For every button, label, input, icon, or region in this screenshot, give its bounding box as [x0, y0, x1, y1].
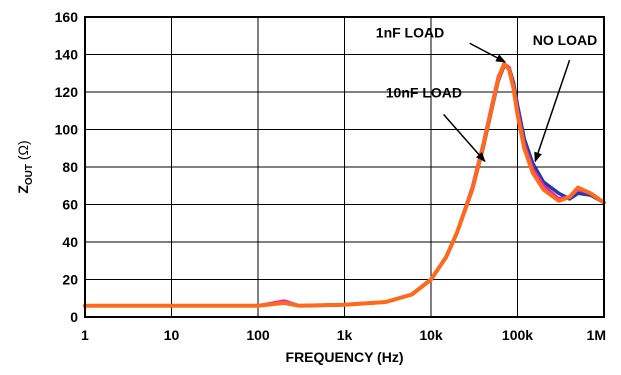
y-tick-label: 120 — [55, 84, 79, 100]
y-tick-label: 100 — [55, 122, 79, 138]
y-tick-label: 140 — [55, 47, 79, 63]
y-axis-label: ZOUT (Ω) — [15, 140, 35, 193]
y-axis-label-main: Z — [15, 185, 31, 194]
annotation-arrow — [534, 59, 571, 163]
x-axis-label: FREQUENCY (Hz) — [286, 349, 404, 365]
y-tick-label: 160 — [55, 9, 79, 25]
y-tick-label: 80 — [62, 159, 78, 175]
x-tick-label: 100 — [246, 327, 270, 343]
annotation-label: 10nF LOAD — [386, 85, 462, 101]
x-tick-label: 100k — [502, 327, 533, 343]
x-tick-label: 10 — [164, 327, 180, 343]
x-tick-label: 1 — [81, 327, 89, 343]
x-tick-label: 1k — [337, 327, 353, 343]
x-tick-label: 1M — [587, 327, 606, 343]
annotation-arrow — [443, 114, 486, 163]
y-tick-label: 0 — [70, 309, 78, 325]
y-tick-label: 40 — [62, 234, 78, 250]
y-tick-label: 20 — [62, 272, 78, 288]
annotation-label: NO LOAD — [533, 32, 598, 48]
series-line-10nf-load — [83, 61, 606, 308]
annotations: 1nF LOAD NO LOAD 10nF LOAD — [376, 25, 598, 163]
grid — [84, 16, 605, 318]
x-tick-label: 10k — [419, 327, 443, 343]
annotation-label: 1nF LOAD — [376, 25, 444, 41]
series-lines — [83, 61, 606, 308]
annotation-arrow — [469, 42, 507, 63]
plot-frame — [84, 16, 605, 318]
tick-labels: 1 10 100 1k 10k 100k 1M 0 20 40 60 80 100 120 140 160 — [55, 9, 606, 343]
y-tick-label: 60 — [62, 197, 78, 213]
y-axis-label-subscript: OUT — [24, 164, 35, 185]
y-axis-label-unit: (Ω) — [15, 140, 31, 164]
